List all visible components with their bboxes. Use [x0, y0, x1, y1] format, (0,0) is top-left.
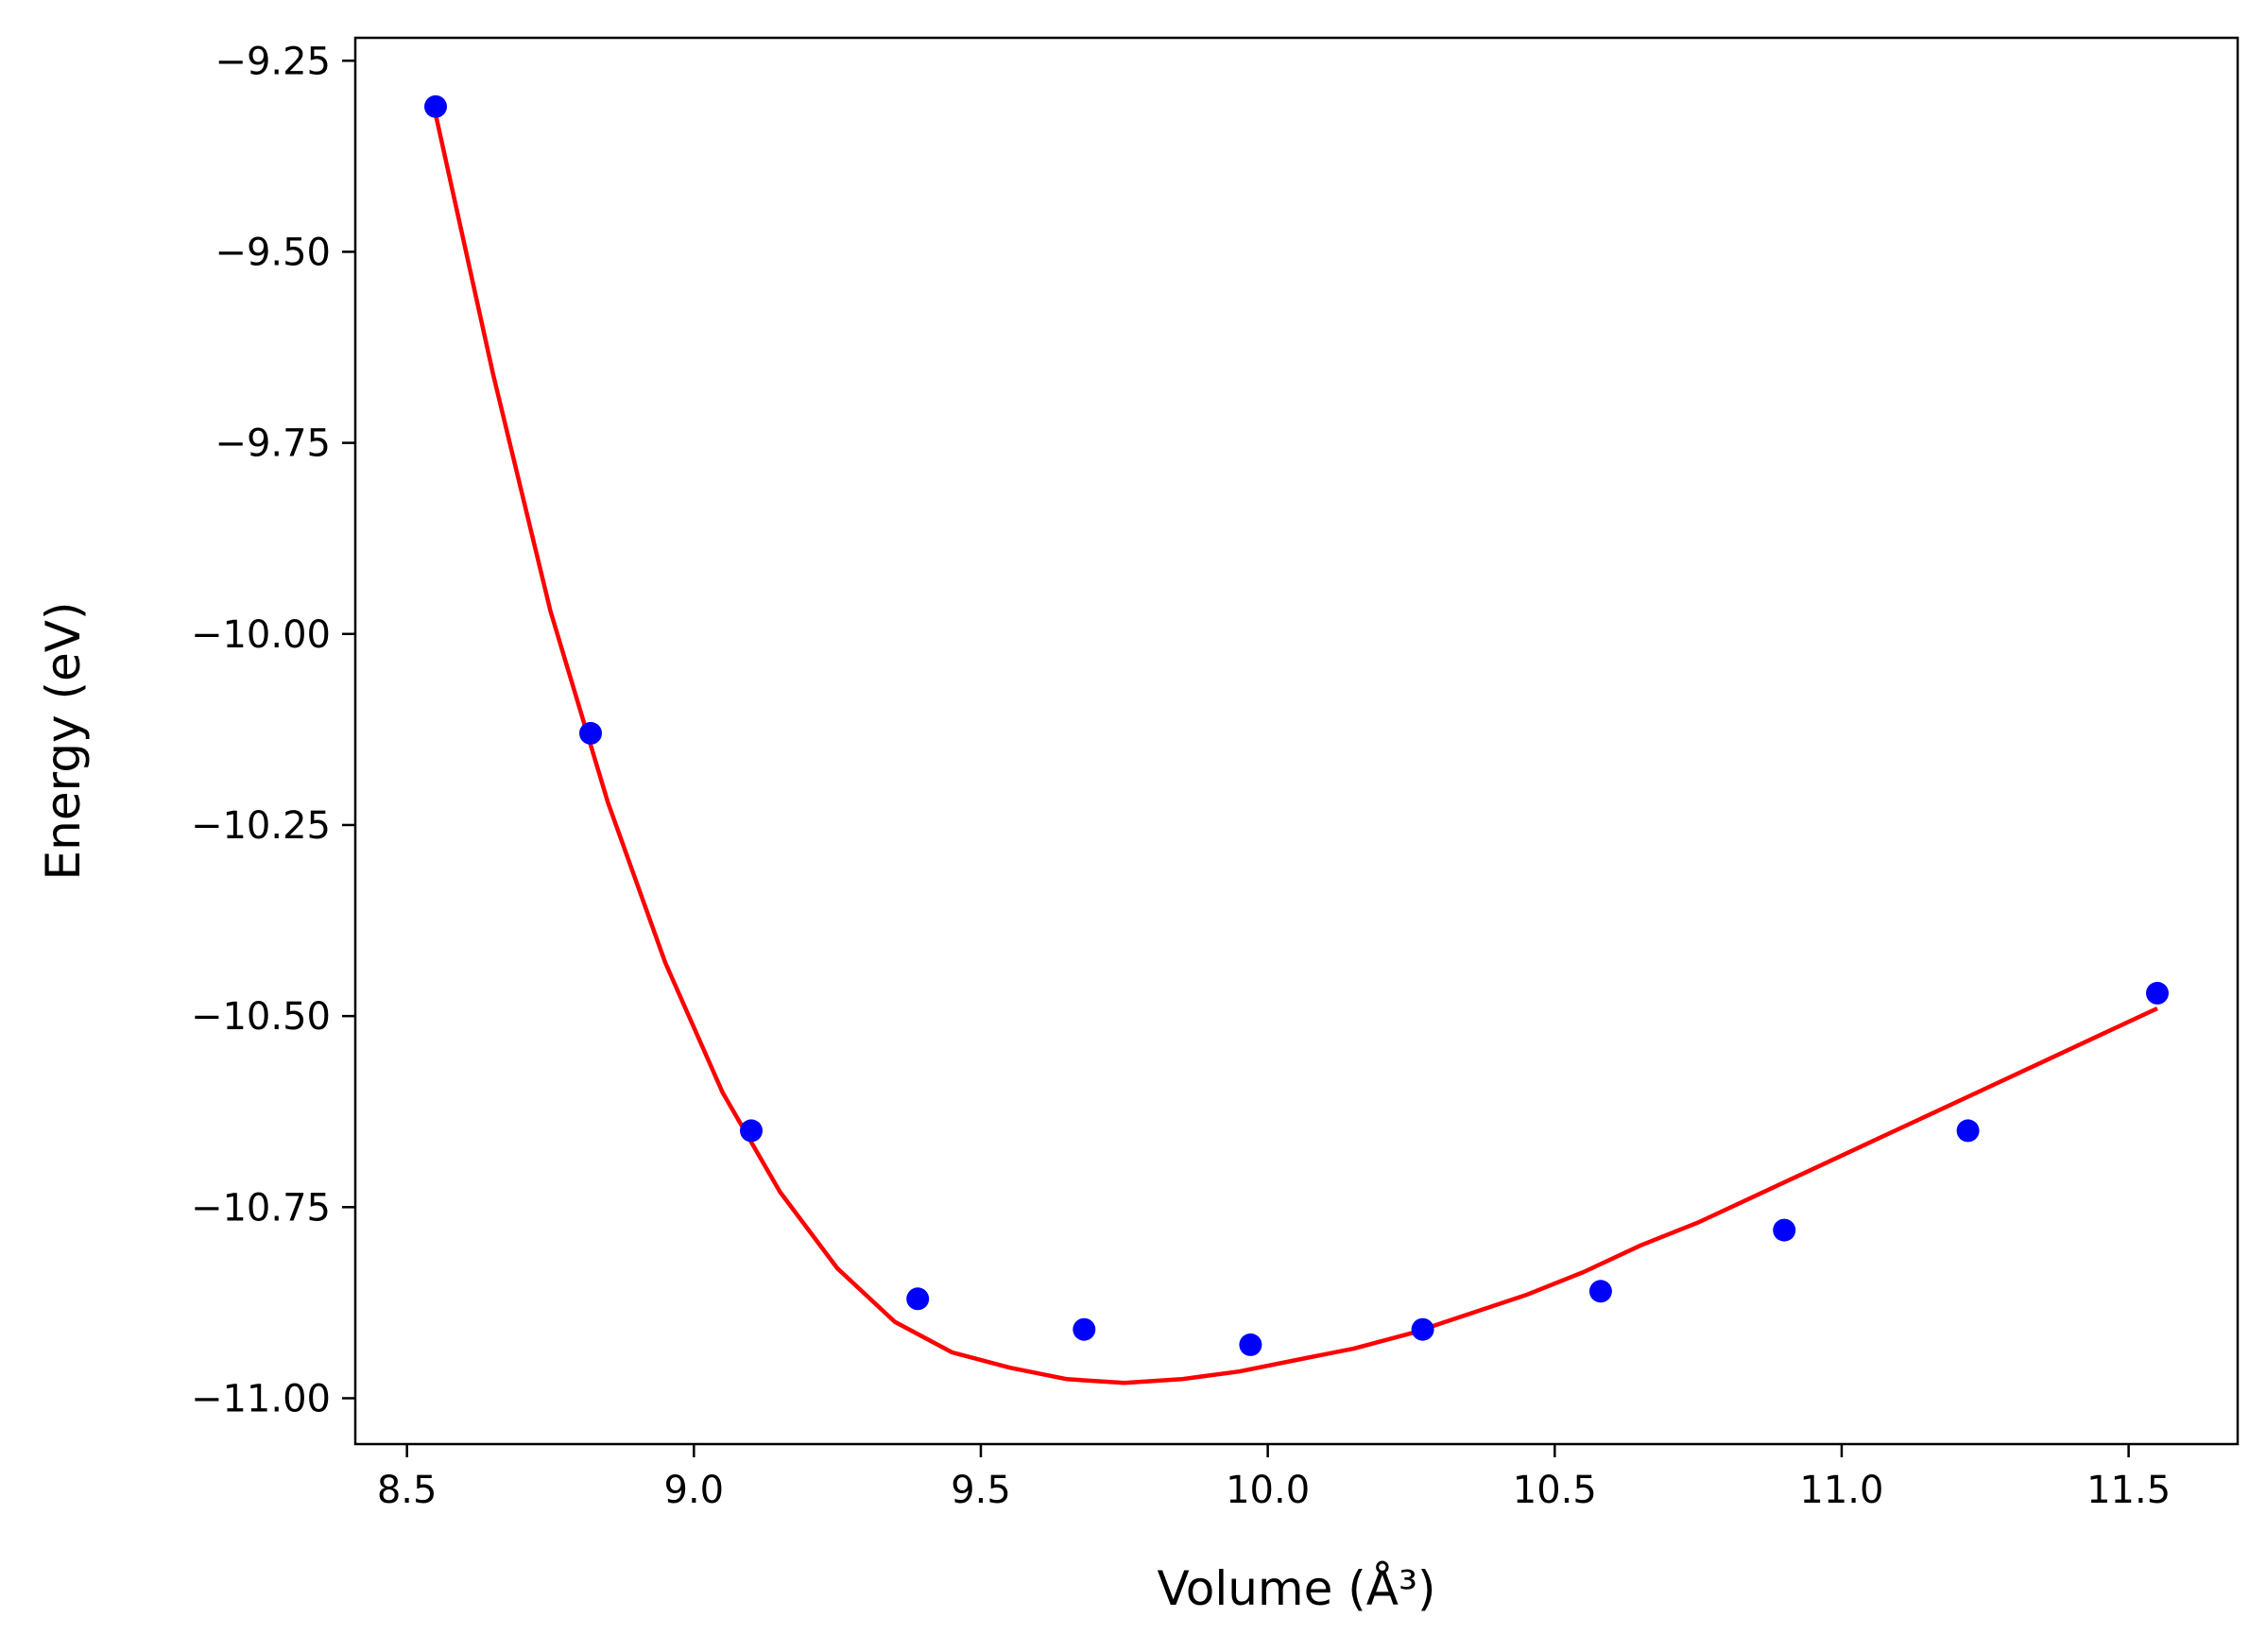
y-axis-ticks: −9.25 −9.50 −9.75 −10.00 −10.25 −10.50 −10.75 −…	[191, 40, 355, 1420]
x-tick-label: 8.5	[377, 1469, 438, 1512]
data-point	[424, 95, 447, 118]
data-point	[1411, 1317, 1434, 1341]
axes-frame	[353, 36, 2240, 1446]
x-tick-label: 11.0	[1799, 1469, 1883, 1512]
plot-area	[424, 95, 2169, 1385]
x-tick-label: 10.0	[1226, 1469, 1310, 1512]
data-point	[1073, 1317, 1096, 1341]
x-tick-label: 11.5	[2086, 1469, 2171, 1512]
data-point	[1773, 1218, 1796, 1242]
fit-line	[433, 113, 2158, 1385]
y-tick-label: −10.50	[191, 995, 331, 1039]
x-tick-label: 9.5	[951, 1469, 1011, 1512]
y-tick-label: −10.25	[191, 804, 331, 848]
data-point	[1239, 1333, 1262, 1356]
data-point	[579, 721, 602, 745]
data-point	[1956, 1119, 1980, 1143]
y-tick-label: −10.75	[191, 1186, 331, 1230]
y-tick-label: −9.25	[215, 40, 331, 83]
data-point	[2146, 981, 2169, 1005]
data-point	[906, 1287, 930, 1311]
y-tick-label: −9.75	[215, 422, 331, 466]
data-point	[1588, 1280, 1612, 1303]
x-axis-label: Volume (Å³)	[1157, 1561, 1435, 1616]
y-tick-label: −9.50	[215, 231, 331, 274]
x-tick-label: 10.5	[1513, 1469, 1597, 1512]
data-point	[740, 1119, 763, 1143]
y-tick-label: −10.00	[191, 613, 331, 657]
x-axis-ticks: 8.5 9.0 9.5 10.0 10.5 11.0 11.5	[377, 1444, 2171, 1512]
y-tick-label: −11.00	[191, 1377, 331, 1420]
y-axis-label: Energy (eV)	[36, 602, 91, 881]
x-tick-label: 9.0	[664, 1469, 725, 1512]
